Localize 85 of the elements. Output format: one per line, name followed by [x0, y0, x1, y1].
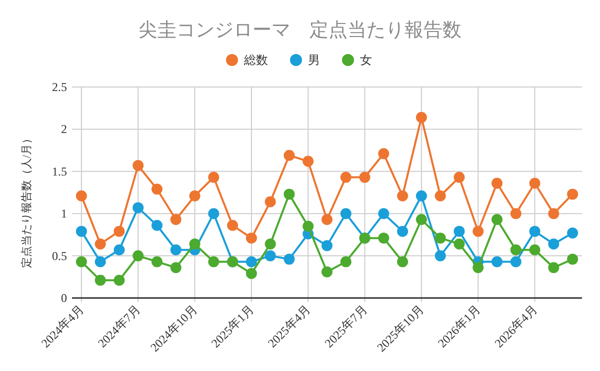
point — [454, 172, 465, 183]
point — [416, 214, 427, 226]
point — [416, 112, 427, 123]
point — [152, 220, 162, 231]
point — [548, 262, 560, 274]
point — [378, 148, 390, 160]
point — [378, 208, 390, 220]
point — [114, 274, 125, 286]
point — [322, 240, 332, 252]
point — [170, 244, 182, 256]
point — [264, 238, 276, 250]
point — [359, 172, 370, 183]
point — [378, 232, 390, 244]
point — [340, 256, 352, 268]
point — [434, 250, 446, 262]
point — [132, 250, 144, 262]
legend-label: 男 — [308, 53, 320, 67]
point — [264, 196, 276, 208]
point — [567, 228, 578, 239]
point — [492, 214, 502, 226]
point — [94, 238, 106, 250]
point — [264, 250, 276, 262]
point — [454, 226, 465, 237]
point — [472, 262, 484, 274]
y-tick-label: 1 — [61, 206, 67, 221]
point — [284, 254, 295, 265]
point — [76, 190, 87, 202]
point — [510, 208, 522, 220]
point — [246, 232, 257, 244]
point — [284, 188, 295, 200]
legend-label: 総数 — [243, 53, 268, 67]
point — [152, 184, 162, 195]
point — [492, 178, 502, 189]
point — [170, 262, 182, 274]
point — [94, 274, 106, 286]
y-tick-label: 0.5 — [52, 248, 67, 263]
point — [76, 226, 87, 237]
point — [114, 226, 125, 237]
point — [152, 256, 162, 268]
point — [284, 150, 295, 161]
point — [397, 190, 408, 202]
point — [510, 244, 522, 256]
point — [567, 188, 578, 200]
point — [548, 208, 560, 220]
point — [529, 178, 540, 189]
point — [132, 202, 144, 214]
point — [397, 226, 408, 237]
point — [302, 156, 314, 167]
point — [246, 256, 257, 268]
point — [94, 256, 106, 268]
point — [322, 266, 332, 278]
point — [529, 226, 540, 237]
point — [434, 232, 446, 244]
point — [340, 172, 352, 183]
point — [189, 238, 200, 250]
y-tick-label: 0 — [61, 291, 67, 305]
y-axis-title: 定点当たり報告数（人/月） — [20, 132, 33, 268]
point — [340, 208, 352, 220]
point — [208, 208, 220, 220]
point — [189, 190, 200, 202]
point — [208, 256, 220, 268]
point — [454, 238, 465, 250]
point — [76, 256, 87, 268]
point — [416, 190, 427, 202]
point — [114, 244, 125, 256]
point — [548, 238, 560, 250]
y-tick-label: 2.5 — [52, 80, 67, 94]
y-tick-label: 2 — [61, 122, 67, 136]
point — [397, 256, 408, 268]
chart-title: 尖圭コンジローマ 定点当たり報告数 — [138, 19, 462, 41]
point — [302, 220, 314, 232]
point — [510, 256, 522, 268]
point — [434, 190, 446, 202]
point — [132, 160, 144, 171]
point — [529, 244, 540, 256]
point — [208, 172, 220, 183]
point — [170, 214, 182, 226]
y-tick-label: 1.5 — [52, 164, 67, 178]
point — [322, 214, 332, 226]
legend-label: 女 — [360, 53, 372, 67]
point — [227, 220, 238, 231]
point — [472, 226, 484, 237]
point — [492, 256, 502, 268]
point — [567, 254, 578, 265]
point — [246, 268, 257, 280]
